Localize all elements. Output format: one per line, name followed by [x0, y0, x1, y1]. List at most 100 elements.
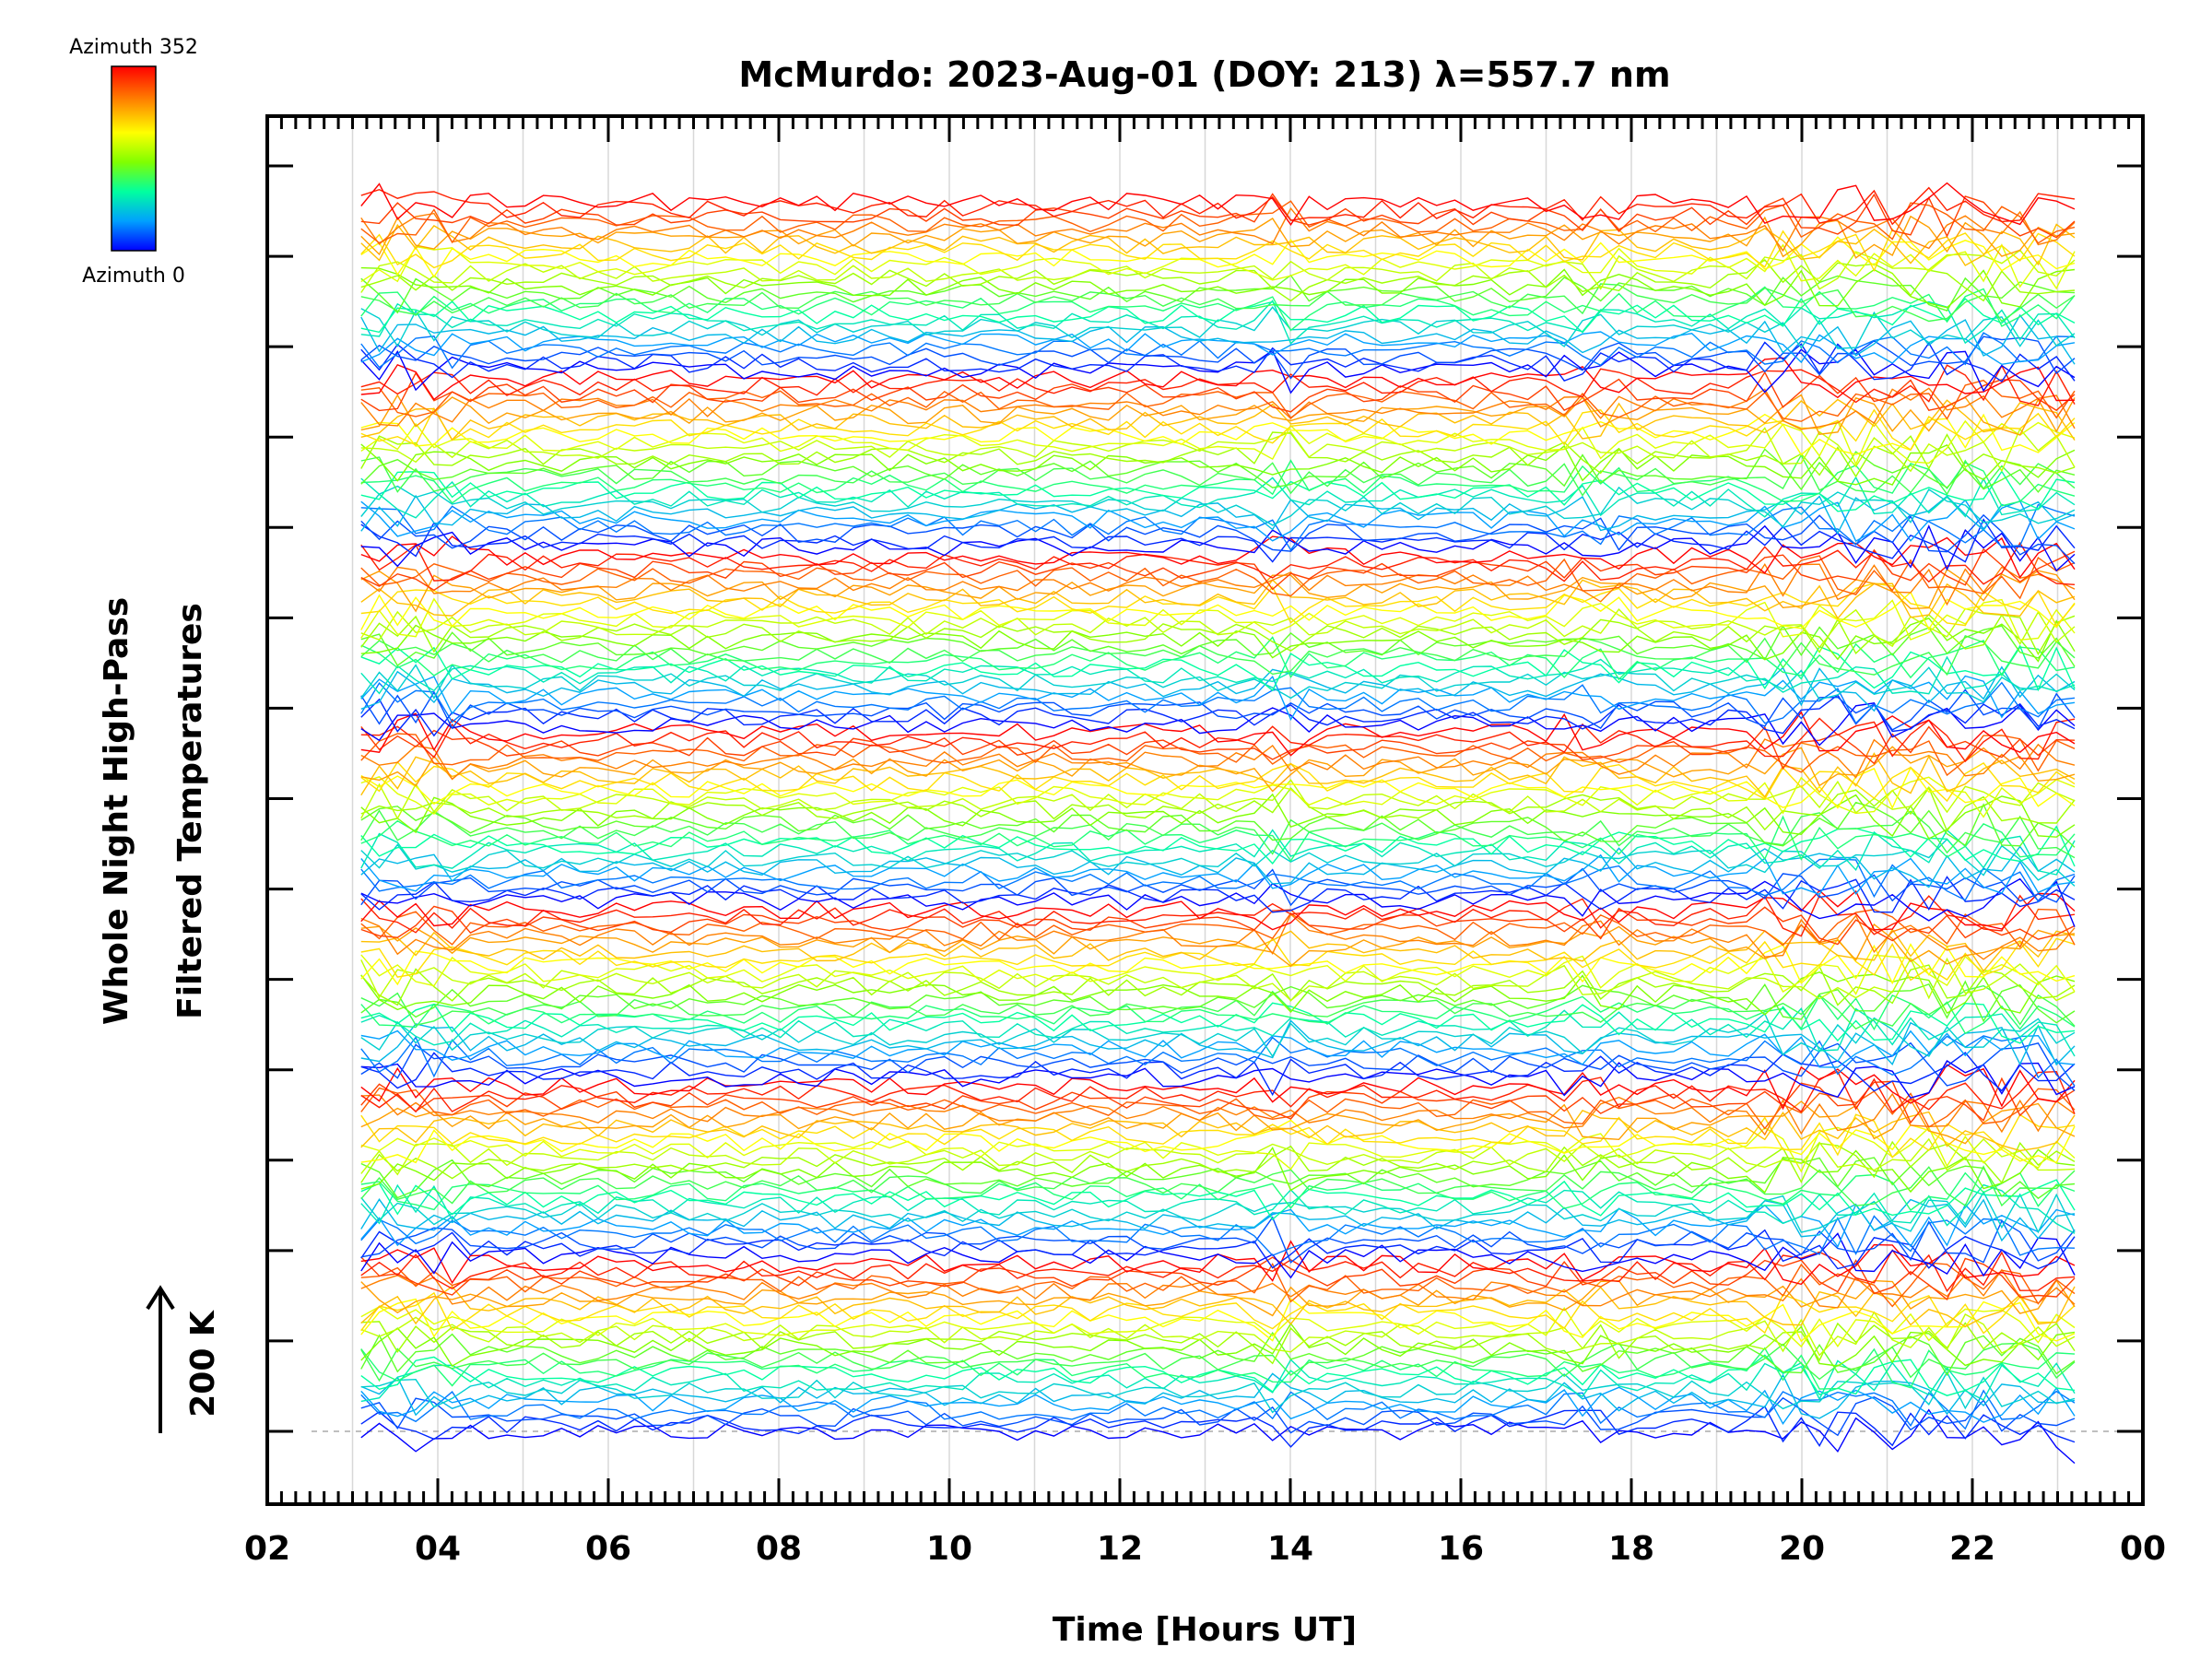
trace-line [360, 206, 2076, 253]
trace-line [360, 1405, 2076, 1448]
trace-line [360, 494, 2076, 535]
trace-line [360, 1298, 2076, 1343]
trace-line [360, 853, 2076, 896]
trace-line [360, 568, 2076, 613]
trace-line [360, 597, 2076, 641]
trace-line [360, 223, 2076, 266]
trace-line [360, 499, 2076, 543]
trace-line [360, 1198, 2076, 1242]
trace-line [360, 912, 2076, 960]
trace-line [360, 1060, 2076, 1100]
trace-line [360, 1331, 2076, 1377]
trace-line [360, 306, 2076, 349]
x-tick-label: 04 [415, 1530, 461, 1568]
trace-line [360, 1171, 2076, 1212]
trace-line [360, 867, 2076, 907]
trace-line [360, 371, 2076, 413]
trace-line [360, 858, 2076, 903]
trace-line [360, 614, 2076, 656]
trace-line [360, 786, 2076, 832]
trace-line [360, 1070, 2076, 1114]
trace-line [360, 476, 2076, 519]
trace-line [360, 1232, 2076, 1279]
trace-line [360, 675, 2076, 722]
trace-line [360, 335, 2076, 380]
trace-line [360, 876, 2076, 913]
trace-line [360, 1110, 2076, 1152]
trace-line [360, 470, 2076, 512]
trace-line [360, 348, 2076, 394]
trace-line [360, 1077, 2076, 1124]
trace-line [360, 266, 2076, 309]
trace-line [360, 503, 2076, 551]
y-axis-label-line2: Filtered Temperatures [171, 603, 209, 1019]
trace-line [360, 1007, 2076, 1057]
x-tick-label: 12 [1097, 1530, 1143, 1568]
trace-line [360, 186, 2076, 226]
trace-line [360, 1305, 2076, 1348]
trace-line [360, 964, 2076, 1006]
trace-line [360, 286, 2076, 332]
trace-line [360, 513, 2076, 565]
trace-line [360, 398, 2076, 441]
x-tick-label: 06 [585, 1530, 631, 1568]
trace-line [360, 1002, 2076, 1044]
trace-line [360, 448, 2076, 493]
chart-title: McMurdo: 2023-Aug-01 (DOY: 213) λ=557.7 … [738, 54, 1670, 95]
trace-line [360, 617, 2076, 663]
x-tick-labels: 02 04 06 08 10 12 14 16 18 20 22 00 [244, 1530, 2166, 1568]
trace-line [360, 379, 2076, 422]
trace-line [360, 1064, 2076, 1111]
trace-line [360, 1229, 2076, 1270]
trace-line [360, 228, 2076, 273]
trace-line [360, 752, 2076, 798]
trace-line [360, 766, 2076, 810]
trace-line [360, 905, 2076, 946]
trace-line [360, 936, 2076, 982]
trace-line [360, 1371, 2076, 1414]
trace-line [360, 655, 2076, 695]
trace-line [360, 274, 2076, 314]
trace-line [360, 1291, 2076, 1335]
trace-line [360, 562, 2076, 606]
trace-line [360, 1256, 2076, 1301]
trace-line [360, 801, 2076, 848]
x-tick-label: 02 [244, 1530, 290, 1568]
trace-line [360, 1092, 2076, 1136]
x-tick-label: 08 [756, 1530, 802, 1568]
trace-line [360, 1386, 2076, 1426]
trace-line [360, 283, 2076, 323]
trace-line [360, 971, 2076, 1016]
grid [351, 120, 2059, 1500]
trace-line [360, 518, 2076, 563]
x-tick-label: 16 [1438, 1530, 1484, 1568]
trace-line [360, 387, 2076, 430]
colorbar [111, 65, 157, 252]
trace-line [360, 994, 2076, 1035]
trace-line [360, 1140, 2076, 1184]
trace-line [360, 249, 2076, 293]
trace-line [360, 182, 2076, 227]
trace-line [360, 1216, 2076, 1264]
x-tick-label: 20 [1779, 1530, 1825, 1568]
trace-line [360, 776, 2076, 818]
trace-line [360, 298, 2076, 334]
trace-line [360, 815, 2076, 863]
trace-line [360, 908, 2076, 948]
trace-line [360, 635, 2076, 677]
trace-line [360, 547, 2076, 592]
scale-bar-arrow-head [146, 1285, 175, 1311]
trace-line [360, 582, 2076, 628]
trace-line [360, 357, 2076, 402]
trace-line [360, 702, 2076, 747]
trace-line [360, 1285, 2076, 1328]
trace-line [360, 215, 2076, 259]
trace-line [360, 1190, 2076, 1234]
trace-line [360, 877, 2076, 927]
trace-line [360, 1389, 2076, 1430]
axis-ticks [265, 116, 2145, 1504]
trace-line [360, 838, 2076, 887]
trace-line [360, 591, 2076, 631]
trace-line [360, 1126, 2076, 1173]
